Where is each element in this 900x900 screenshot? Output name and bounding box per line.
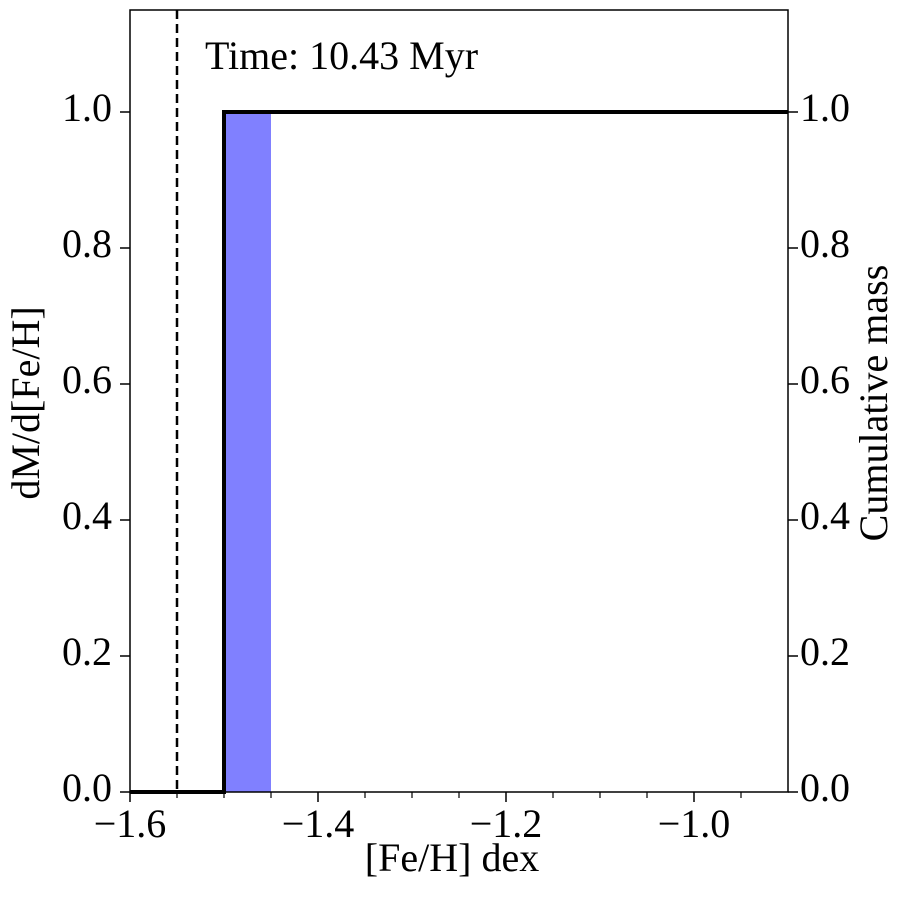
x-tick-label: −1.2 xyxy=(470,801,543,846)
y2-tick-label: 0.8 xyxy=(800,221,850,266)
y-tick-label: 0.8 xyxy=(62,221,112,266)
histogram-bar xyxy=(224,112,271,792)
y2-tick-label: 0.4 xyxy=(800,493,850,538)
y-tick-label: 0.0 xyxy=(62,765,112,810)
y-tick-label: 0.2 xyxy=(62,629,112,674)
y2-tick-label: 0.2 xyxy=(800,629,850,674)
y2-axis-label: Cumulative mass xyxy=(851,265,896,542)
y-tick-label: 0.4 xyxy=(62,493,112,538)
annotation: Time: 10.43 Myr xyxy=(205,33,478,78)
x-axis-label: [Fe/H] dex xyxy=(365,835,539,880)
y-tick-label: 1.0 xyxy=(62,85,112,130)
x-tick-label: −1.0 xyxy=(658,801,731,846)
x-tick-label: −1.6 xyxy=(94,801,167,846)
x-tick-label: −1.4 xyxy=(282,801,355,846)
y2-tick-label: 1.0 xyxy=(800,85,850,130)
y2-tick-label: 0.0 xyxy=(800,765,850,810)
y-axis-label: dM/d[Fe/H] xyxy=(3,306,48,499)
y-tick-label: 0.6 xyxy=(62,357,112,402)
y2-tick-label: 0.6 xyxy=(800,357,850,402)
